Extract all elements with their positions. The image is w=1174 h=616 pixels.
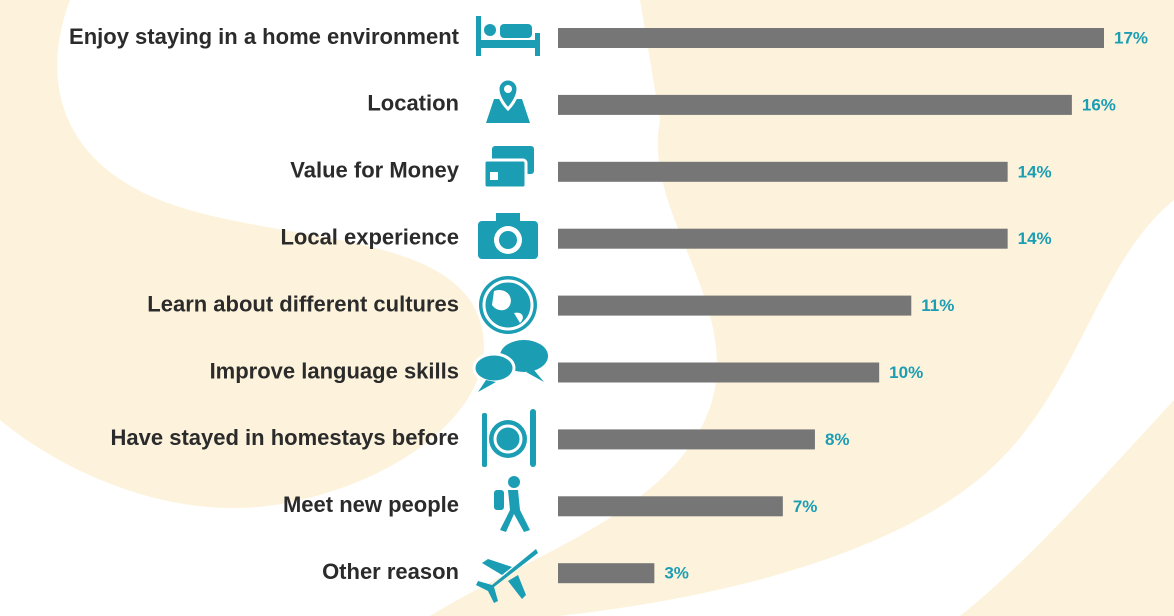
bar bbox=[558, 295, 912, 316]
bar bbox=[558, 496, 783, 517]
bar bbox=[558, 563, 655, 584]
value-label: 11% bbox=[921, 296, 954, 315]
value-label: 16% bbox=[1082, 95, 1116, 114]
value-label: 14% bbox=[1018, 229, 1052, 248]
value-label: 10% bbox=[889, 363, 923, 382]
map-icon bbox=[486, 77, 530, 123]
bar bbox=[558, 228, 1008, 249]
card-icon bbox=[482, 146, 534, 190]
category-label: Other reason bbox=[322, 559, 459, 584]
category-label: Location bbox=[367, 91, 459, 116]
bar bbox=[558, 28, 1104, 48]
bar bbox=[558, 362, 880, 383]
icons bbox=[472, 16, 548, 603]
bed-icon bbox=[476, 16, 540, 56]
value-label: 8% bbox=[825, 430, 850, 449]
plane-icon bbox=[476, 549, 538, 603]
category-label: Value for Money bbox=[290, 158, 459, 183]
speech-icon bbox=[472, 340, 548, 392]
camera-icon bbox=[478, 213, 538, 259]
category-label: Meet new people bbox=[283, 492, 459, 517]
bar bbox=[558, 94, 1072, 115]
value-label: 7% bbox=[793, 497, 818, 516]
bar bbox=[558, 429, 815, 450]
bar bbox=[558, 161, 1008, 182]
hiker-icon bbox=[494, 476, 530, 532]
category-label: Learn about different cultures bbox=[147, 291, 459, 316]
value-label: 17% bbox=[1114, 28, 1148, 47]
category-label: Have stayed in homestays before bbox=[111, 425, 459, 450]
category-label: Enjoy staying in a home environment bbox=[69, 24, 460, 49]
value-label: 14% bbox=[1018, 162, 1052, 181]
category-label: Local experience bbox=[280, 225, 459, 250]
plate-icon bbox=[482, 409, 536, 467]
globe-icon bbox=[479, 276, 537, 334]
category-label: Improve language skills bbox=[210, 358, 459, 383]
value-label: 3% bbox=[664, 564, 689, 583]
